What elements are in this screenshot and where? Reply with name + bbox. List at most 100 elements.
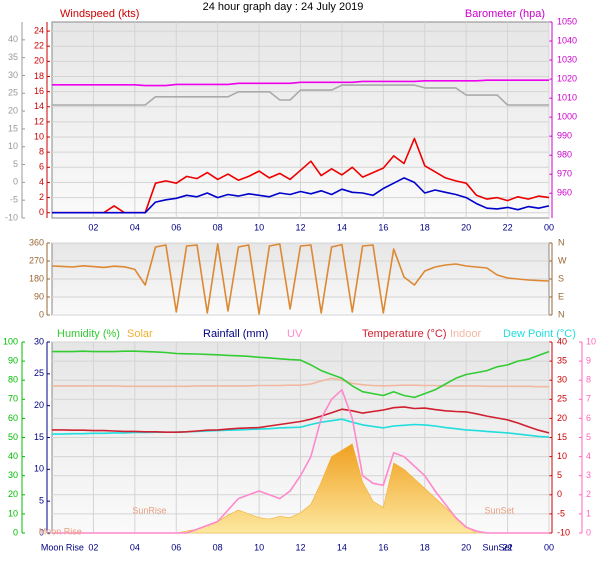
- annotation: SunRise: [132, 505, 166, 515]
- x-tick-label: 16: [378, 222, 388, 232]
- y-tick-label: 80: [8, 375, 18, 385]
- y-tick-label: 40: [557, 336, 567, 346]
- y-tick-label: 3: [586, 470, 591, 480]
- y-tick-label: 1: [586, 508, 591, 518]
- y-tick-label: 7: [586, 394, 591, 404]
- x-tick-label: 12: [295, 222, 305, 232]
- y-tick-label: 10: [557, 451, 567, 461]
- legend-label: Solar: [127, 328, 153, 340]
- y-tick-label: 70: [8, 394, 18, 404]
- y-tick-label: N: [558, 237, 565, 247]
- y-tick-label: 10: [8, 508, 18, 518]
- y-tick-label: 15: [557, 432, 567, 442]
- y-tick-label: 20: [34, 400, 44, 410]
- y-tick-label: 0: [39, 207, 44, 217]
- y-tick-label: 22: [34, 41, 44, 51]
- y-tick-label: 5: [557, 470, 562, 480]
- y-tick-label: 270: [29, 255, 44, 265]
- y-tick-label: 10: [586, 336, 596, 346]
- y-tick-label: 0: [557, 489, 562, 499]
- y-tick-label: 2: [39, 192, 44, 202]
- line: [52, 418, 550, 438]
- y-tick-label: E: [558, 291, 564, 301]
- y-tick-label: 14: [34, 101, 44, 111]
- axis-title: Rainfall (mm): [203, 328, 268, 340]
- x-tick-label: 22: [503, 222, 513, 232]
- y-tick-label: N: [558, 309, 565, 319]
- axis-annotation: SunSet: [482, 542, 512, 552]
- line: [52, 406, 550, 434]
- y-tick-label: 35: [557, 355, 567, 365]
- line: [52, 377, 549, 388]
- y-tick-label: 25: [34, 368, 44, 378]
- y-tick-label: 16: [34, 86, 44, 96]
- y-tick-label: 20: [557, 413, 567, 423]
- y-tick-label: 6: [39, 162, 44, 172]
- y-tick-label: 20: [8, 105, 18, 115]
- y-tick-label: -5: [10, 195, 18, 205]
- annotation: SunSet: [485, 505, 515, 515]
- y-tick-label: S: [558, 273, 564, 283]
- y-tick-label: 10: [34, 131, 44, 141]
- x-tick-label: 04: [130, 542, 140, 552]
- y-tick-label: 60: [8, 413, 18, 423]
- axis-annotation: Moon Rise: [41, 542, 84, 552]
- x-tick-label: 16: [378, 542, 388, 552]
- line: [52, 389, 549, 534]
- x-tick-label: 10: [254, 542, 264, 552]
- title: 24 hour graph day : 24 July 2019: [203, 1, 364, 13]
- y-tick-label: 24: [34, 25, 44, 35]
- y-tick-label: 40: [8, 34, 18, 44]
- y-tick-label: 1030: [557, 54, 577, 64]
- x-tick-label: 18: [420, 222, 430, 232]
- y-tick-label: 2: [586, 489, 591, 499]
- y-tick-label: 25: [8, 88, 18, 98]
- y-tick-label: 20: [34, 56, 44, 66]
- y-tick-label: 10: [34, 464, 44, 474]
- y-tick-label: 0: [586, 527, 591, 537]
- x-tick-label: 20: [461, 542, 471, 552]
- y-tick-label: 6: [586, 413, 591, 423]
- x-tick-label: 02: [88, 222, 98, 232]
- x-tick-label: 20: [461, 222, 471, 232]
- y-tick-label: 0: [13, 527, 18, 537]
- line: [52, 79, 549, 87]
- y-tick-label: 30: [8, 470, 18, 480]
- y-tick-label: 960: [557, 188, 572, 198]
- x-tick-label: 14: [337, 542, 347, 552]
- y-tick-label: 8: [586, 375, 591, 385]
- y-tick-label: 20: [8, 489, 18, 499]
- x-tick-label: 02: [88, 542, 98, 552]
- y-tick-label: 90: [34, 291, 44, 301]
- y-tick-label: 360: [29, 237, 44, 247]
- y-tick-label: 980: [557, 150, 572, 160]
- x-tick-label: 18: [420, 542, 430, 552]
- y-tick-label: 25: [557, 394, 567, 404]
- y-tick-label: 4: [586, 451, 591, 461]
- y-tick-label: 40: [8, 451, 18, 461]
- x-tick-label: 22: [503, 542, 513, 552]
- annotation: Moon Rise: [39, 526, 82, 536]
- axis-title: Barometer (hpa): [465, 8, 545, 20]
- y-tick-label: 18: [34, 71, 44, 81]
- line: [51, 243, 550, 315]
- legend-label: Dew Point (°C): [503, 328, 576, 340]
- y-tick-label: 1050: [557, 16, 577, 26]
- y-tick-label: 100: [3, 336, 18, 346]
- y-tick-label: 990: [557, 131, 572, 141]
- x-tick-label: 10: [254, 222, 264, 232]
- x-tick-label: 00: [544, 222, 554, 232]
- x-tick-label: 04: [130, 222, 140, 232]
- y-tick-label: -10: [5, 212, 18, 222]
- y-tick-label: 5: [586, 432, 591, 442]
- x-tick-label: 08: [213, 222, 223, 232]
- x-tick-label: 14: [337, 222, 347, 232]
- legend-label: Temperature (°C): [362, 328, 446, 340]
- y-tick-label: 10: [8, 141, 18, 151]
- y-tick-label: 0: [13, 177, 18, 187]
- y-tick-label: 1010: [557, 92, 577, 102]
- y-tick-label: 15: [34, 432, 44, 442]
- y-tick-label: 5: [13, 159, 18, 169]
- y-tick-label: 970: [557, 169, 572, 179]
